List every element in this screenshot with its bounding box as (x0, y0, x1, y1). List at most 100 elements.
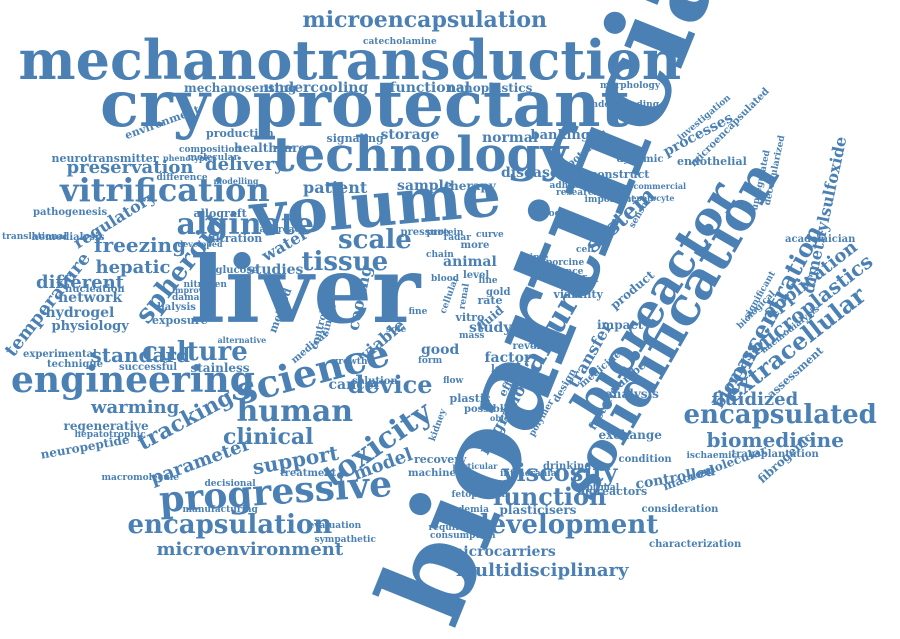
cloud-word: human (236, 394, 354, 429)
cloud-word: functional (389, 80, 471, 96)
cloud-word: bioreactors (577, 484, 648, 498)
cloud-word: reverse (512, 341, 554, 352)
cloud-word: biology (529, 208, 567, 219)
cloud-word: viscosity (502, 458, 618, 487)
cloud-word: plasticisers (499, 503, 577, 517)
cloud-word: vitro (455, 310, 485, 324)
cloud-word: factor (484, 350, 532, 366)
cloud-word: blood (431, 273, 460, 284)
cloud-word: adhesion (549, 180, 595, 191)
cloud-word: freezing (94, 233, 187, 257)
cloud-word: disease (501, 165, 559, 181)
cloud-word: understanding (585, 99, 659, 110)
cloud-word: different (36, 272, 124, 293)
cloud-word: molecular (187, 152, 239, 163)
cloud-word: characterization (649, 539, 742, 550)
cloud-word: possible (464, 404, 510, 415)
cloud-word: dynamic (616, 154, 664, 165)
cloud-word: function (493, 482, 607, 511)
cloud-word: difference (156, 172, 208, 183)
cloud-word: tissue (301, 247, 389, 277)
cloud-word: important (584, 194, 636, 205)
cloud-word: banking (530, 127, 590, 143)
cloud-word: gold (486, 287, 511, 298)
cloud-word: hepatotrophic (74, 429, 146, 440)
cloud-word: ischaemic (686, 450, 738, 461)
cloud-word: form (418, 355, 443, 366)
cloud-word: nanoplastics (447, 81, 533, 95)
cloud-word: morphology (600, 80, 661, 91)
cloud-word: transplantation (731, 449, 819, 460)
cloud-word: hepatic (95, 257, 171, 278)
cloud-word: device (347, 370, 433, 399)
cloud-word: alternative (217, 335, 267, 345)
cloud-word: hepatocyte (625, 193, 675, 203)
cloud-word: mechanosensing (184, 81, 297, 95)
cloud-word: composition (179, 144, 241, 155)
cloud-word: regenerative (63, 419, 149, 433)
cloud-word: analysis (605, 387, 659, 401)
cloud-word: filtration (207, 231, 263, 245)
cloud-word: objective (490, 413, 531, 423)
cloud-word: sympathetic (314, 534, 376, 545)
cloud-word: research (556, 187, 600, 198)
cloud-word: patient (303, 178, 368, 197)
cloud-word: plastic (449, 391, 491, 405)
cloud-word: technique (47, 359, 104, 370)
cloud-word: academia (441, 504, 489, 515)
cloud-word: physiology (51, 318, 129, 334)
cloud-word: requirement (428, 522, 492, 533)
cloud-word: liver (190, 236, 421, 344)
cloud-word: consumption (430, 530, 496, 541)
cloud-word: pathogenesis (33, 207, 108, 218)
cloud-word: stainless (190, 361, 250, 375)
cloud-word: animal (443, 254, 497, 270)
cloud-word: machine (408, 468, 456, 479)
cloud-word: nitrogen (183, 279, 227, 290)
cloud-word: encapsulation (127, 510, 333, 540)
cloud-word: catecholamine (363, 36, 437, 47)
cloud-word: optimal (580, 482, 620, 493)
cloud-word: cancer (328, 377, 382, 393)
cloud-word: mechanotransduction (18, 28, 682, 92)
cloud-word: clinical (223, 424, 314, 450)
cloud-word: cryoprotectant (100, 67, 631, 142)
cloud-word: viability (553, 287, 603, 301)
cloud-word: impact (597, 318, 644, 332)
cloud-word: endothelial (677, 154, 747, 168)
cloud-word: growth (332, 356, 368, 367)
cloud-word: inhibitor (542, 272, 588, 283)
cloud-word: vitrification (60, 171, 270, 209)
cloud-word: microcarriers (448, 544, 556, 560)
cloud-word: manufacturing (182, 504, 258, 515)
cloud-word: preservation (66, 157, 194, 178)
cloud-word: curve (476, 229, 504, 240)
cloud-word: exchange (598, 428, 662, 442)
cloud-word: microenvironment (156, 539, 344, 560)
cloud-word: construct (590, 167, 650, 181)
cloud-word: alginate (176, 207, 314, 242)
cloud-word: signaling (326, 131, 384, 145)
cloud-word: translational (2, 231, 67, 242)
cloud-word: undercooling (264, 80, 369, 96)
cloud-word: delivery (205, 154, 285, 175)
cloud-word: sample (397, 178, 453, 194)
cloud-word: approach (259, 224, 307, 235)
cloud-word: encapsulated (683, 400, 877, 430)
cloud-word: exposure (152, 313, 208, 327)
cloud-word: allograft (193, 206, 247, 220)
cloud-word: level (463, 270, 490, 281)
cloud-word: radar (443, 232, 471, 243)
cloud-word: production (206, 126, 274, 140)
cloud-word: study (469, 320, 512, 336)
cloud-word: line (478, 275, 498, 286)
cloud-word: protein (426, 227, 464, 238)
cloud-word: network (58, 290, 123, 306)
cloud-word: fetoprotein (451, 489, 509, 500)
cloud-word: neurotransmitter (51, 151, 159, 165)
cloud-word: nucleation (65, 284, 125, 295)
cloud-word: drinking (543, 461, 592, 472)
cloud-word: phenotypic (163, 153, 213, 163)
cloud-word: standard (90, 343, 190, 367)
